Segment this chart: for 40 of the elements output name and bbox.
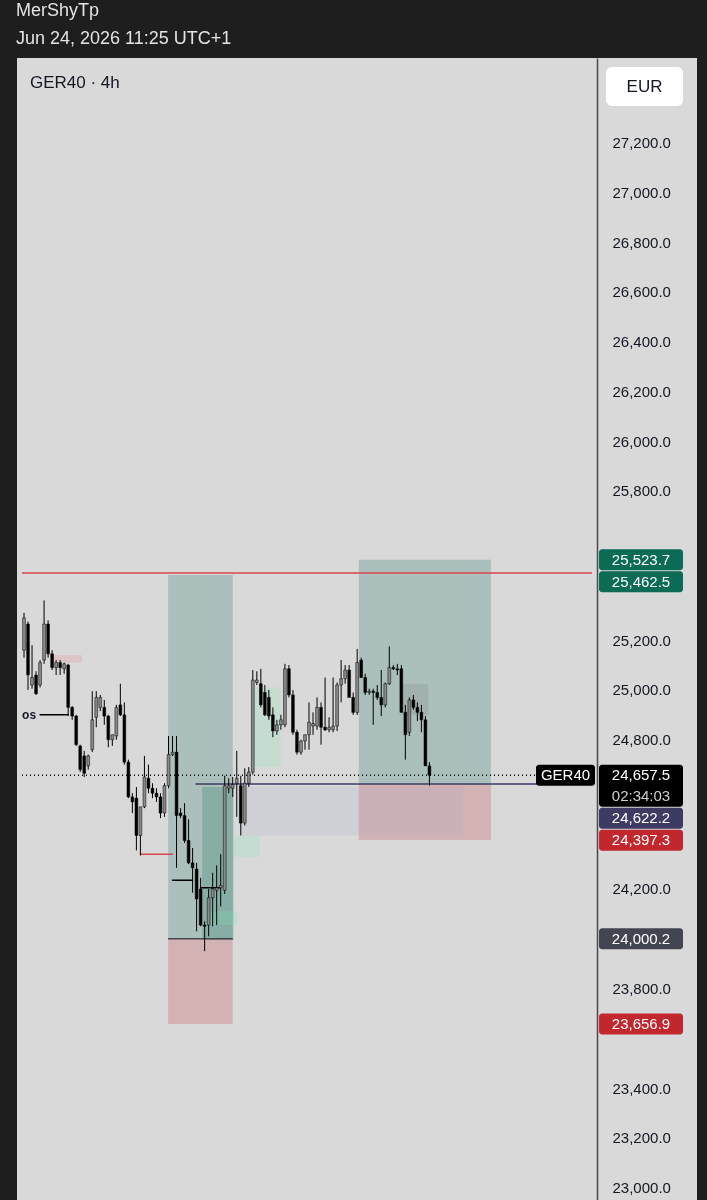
- candlestick: [327, 716, 331, 733]
- y-tick-label: 24,800.0: [612, 731, 671, 749]
- annotation: GER40: [540, 766, 591, 784]
- text: GER40 · 4h: [30, 73, 120, 92]
- y-tick-label: 25,000.0: [612, 681, 671, 699]
- y-tick-label: 23,800.0: [612, 980, 671, 998]
- y-tick-label: 26,400.0: [612, 333, 671, 351]
- text: 25,462.5: [611, 572, 671, 590]
- candlestick: [307, 701, 311, 751]
- text: 24,397.3: [611, 831, 671, 849]
- text: 23,656.9: [611, 1015, 671, 1033]
- text: Jun 24, 2026 11:25 UTC+1: [16, 28, 232, 48]
- y-tick-label: 26,800.0: [612, 233, 671, 251]
- y-tick-label: 26,600.0: [612, 283, 671, 301]
- candlestick: [311, 711, 315, 736]
- text: 25,523.7: [611, 550, 671, 568]
- y-tick-label: 27,200.0: [612, 134, 671, 152]
- annotation: os: [22, 707, 37, 722]
- text: 24,000.2: [611, 929, 671, 947]
- y-tick-label: 23,000.0: [612, 1179, 671, 1197]
- y-tick-label: 27,000.0: [612, 183, 671, 201]
- text: MerShyTp: [16, 0, 100, 20]
- y-tick-label: 23,400.0: [612, 1079, 671, 1097]
- candlestick: [58, 659, 62, 676]
- text: 02:34:03: [611, 787, 671, 805]
- y-tick-label: 25,800.0: [612, 482, 671, 500]
- candlestick: [379, 669, 383, 717]
- y-tick-label: 26,200.0: [612, 382, 671, 400]
- y-tick-label: 23,200.0: [612, 1129, 671, 1147]
- candlestick: [263, 684, 267, 717]
- y-tick-label: 25,200.0: [612, 631, 671, 649]
- y-tick-label: 26,000.0: [612, 432, 671, 450]
- ref-line-label: 24,657.5: [611, 766, 671, 784]
- ref-line-label: 24,622.2: [611, 809, 671, 827]
- candlestick: [315, 696, 319, 731]
- candlestick: [371, 688, 375, 726]
- candlestick: [78, 744, 82, 773]
- y-axis-title: EUR: [626, 76, 663, 96]
- candlestick: [331, 677, 335, 733]
- y-tick-label: 24,200.0: [612, 880, 671, 898]
